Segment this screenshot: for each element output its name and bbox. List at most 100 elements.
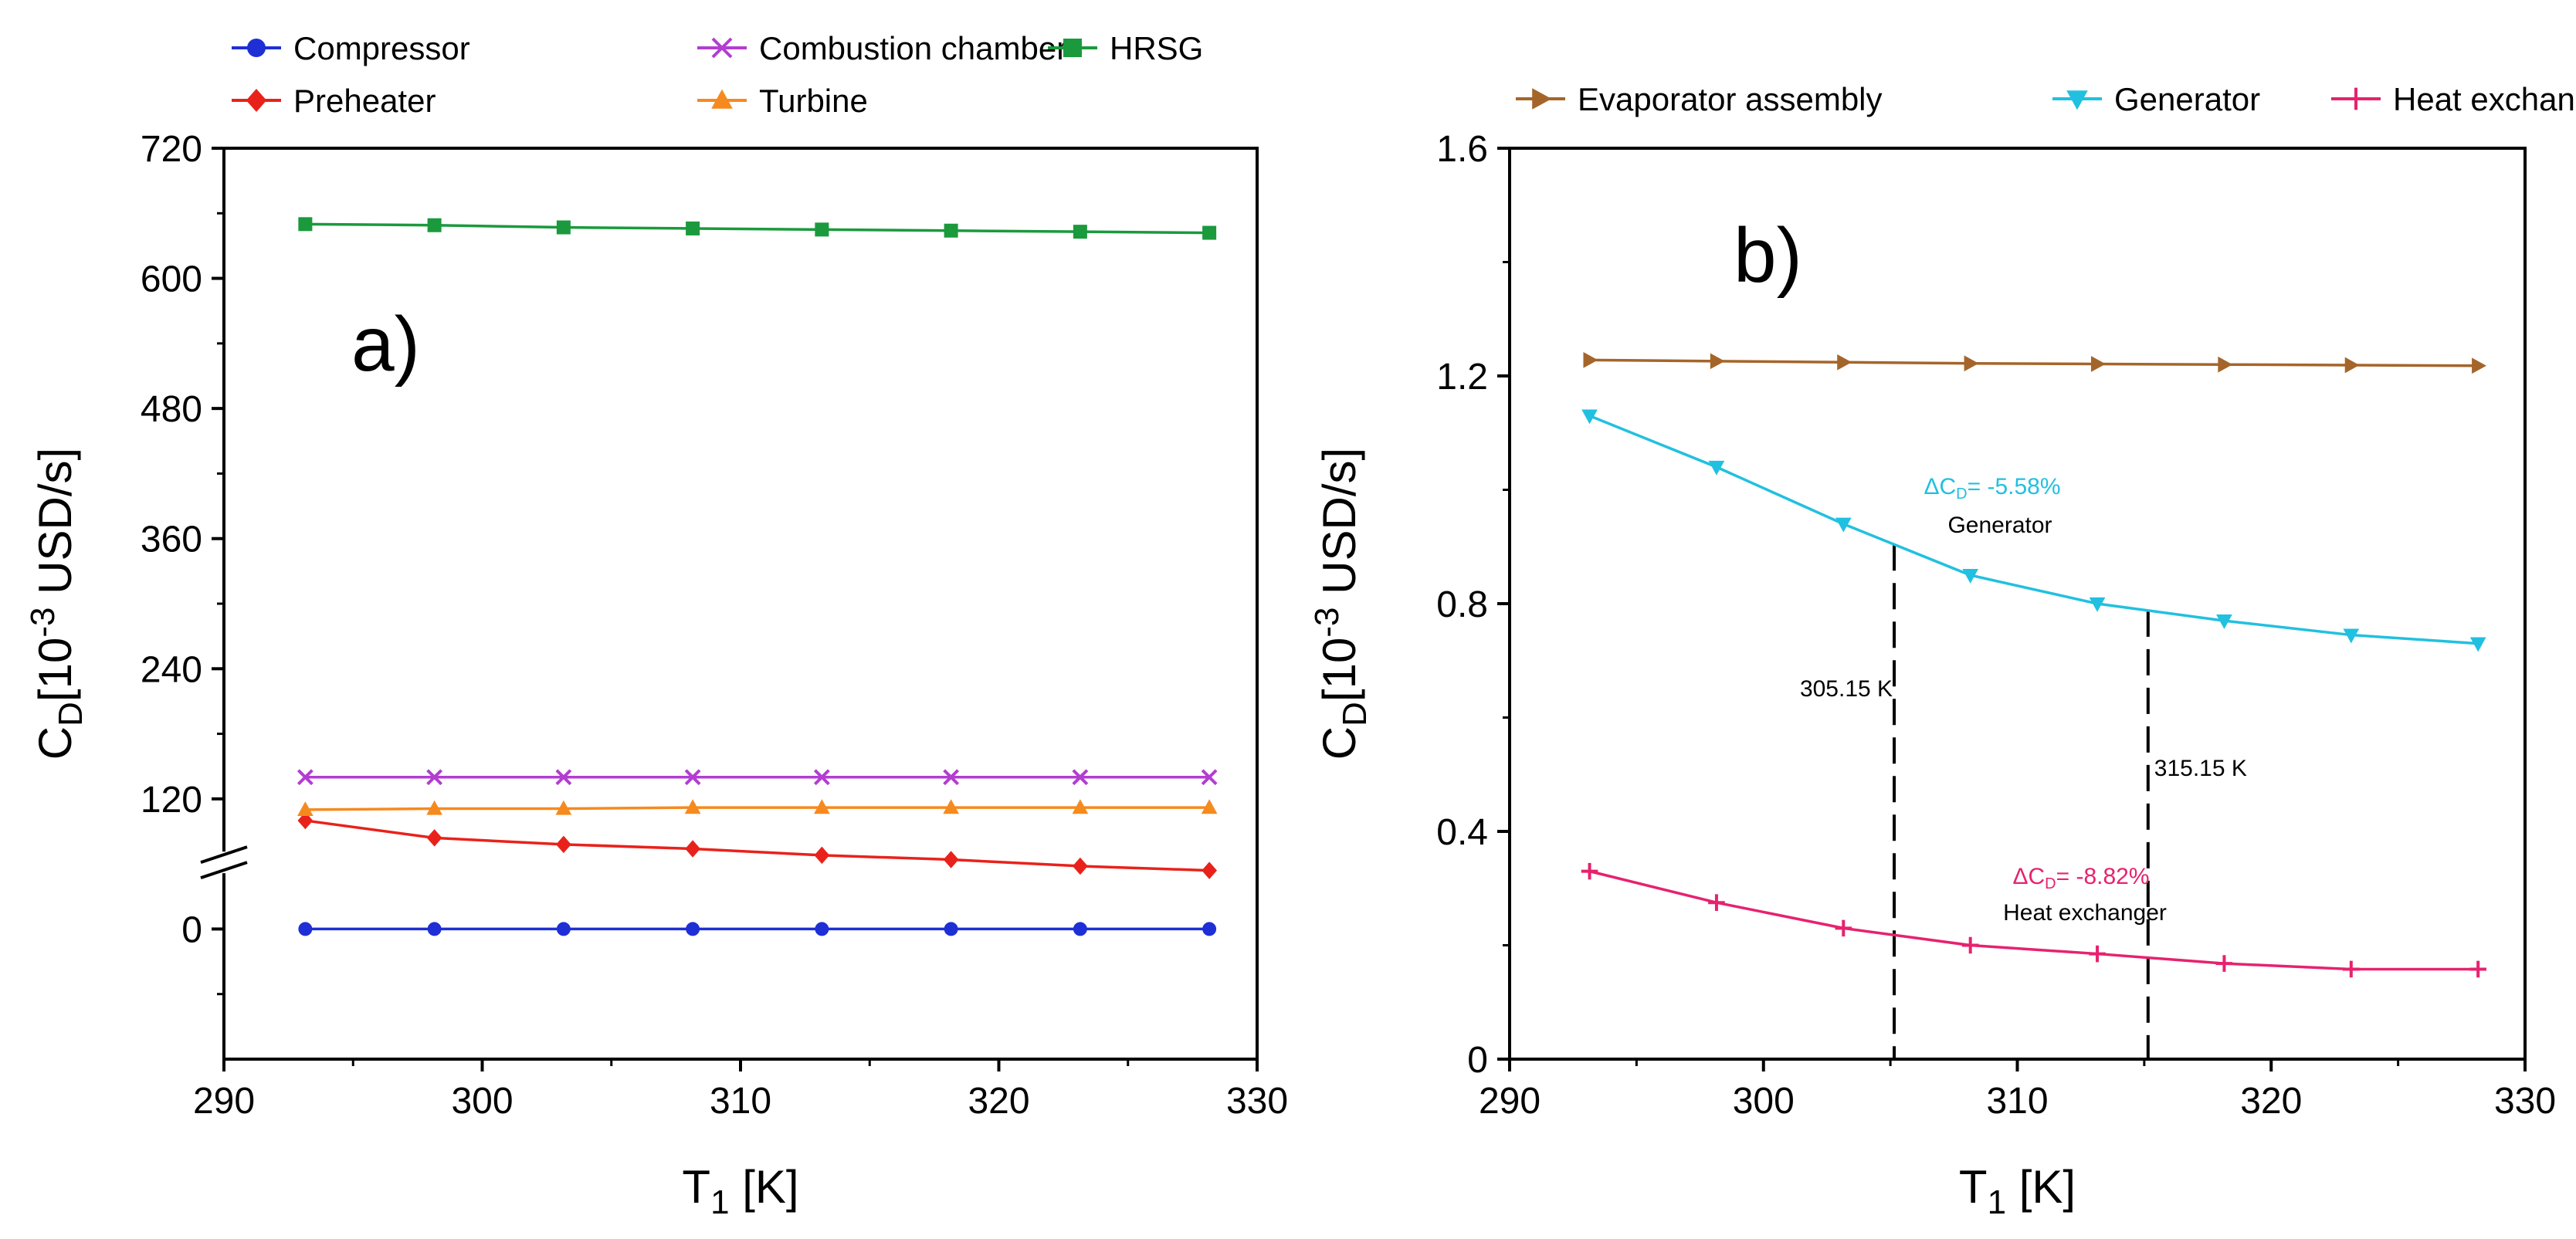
data-point-combustion-chamber: [1201, 769, 1218, 786]
chart-a-series: [297, 217, 1218, 936]
legend-item-evaporator-assembly: Evaporator assembly: [1516, 81, 1883, 117]
y-tick-label: 120: [141, 780, 202, 821]
series-combustion-chamber: [297, 769, 1218, 786]
legend-label: Compressor: [293, 30, 470, 66]
data-point-heat-exchanger: [1581, 862, 1598, 880]
data-point-preheater: [1202, 862, 1218, 879]
data-point-evaporator-assembly: [2472, 357, 2486, 374]
data-point-turbine: [297, 801, 314, 817]
legend-item-combustion-chamber: Combustion chamber: [697, 30, 1067, 66]
data-point-compressor: [1073, 922, 1087, 936]
legend-marker-generator: [2066, 90, 2088, 110]
legend-item-hrsg: HRSG: [1048, 30, 1203, 66]
legend-item-preheater: Preheater: [232, 83, 436, 119]
legend-label: Heat exchanger: [2393, 81, 2576, 117]
data-point-evaporator-assembly: [2344, 357, 2360, 374]
y-tick-label: 1.2: [1436, 357, 1488, 398]
data-point-hrsg: [556, 220, 571, 235]
y-tick-label: 0.4: [1436, 812, 1488, 853]
data-point-compressor: [427, 922, 442, 936]
data-point-generator: [1835, 517, 1852, 533]
chart-b-x-axis-title: T1 [K]: [1959, 1161, 2076, 1221]
chart-b-annotation-heat-exchanger-name: Heat exchanger: [2003, 900, 2167, 926]
data-point-evaporator-assembly: [1964, 355, 1979, 372]
data-point-heat-exchanger: [1835, 919, 1852, 937]
y-tick-label: 600: [141, 259, 202, 300]
data-point-preheater: [1072, 857, 1088, 875]
chart-a-panel-letter: a): [351, 301, 420, 388]
chart-b: Evaporator assembly Generator Heat exchang…: [1308, 81, 2576, 1221]
chart-b-ticks: 290 300 310 320 330 0 0.4 0.8 1.2 1.6: [1436, 129, 2556, 1122]
data-point-combustion-chamber: [684, 769, 701, 786]
data-point-hrsg: [427, 218, 442, 232]
y-tick-label: 1.6: [1436, 129, 1488, 170]
data-point-generator: [2343, 628, 2360, 644]
x-tick-label: 300: [1733, 1081, 1795, 1122]
y-tick-label: 0: [181, 909, 202, 950]
data-point-generator: [2089, 597, 2106, 612]
chart-b-vline-label-305: 305.15 K: [1800, 676, 1893, 702]
chart-b-annotation-generator-name: Generator: [1947, 513, 2052, 538]
data-point-combustion-chamber: [297, 769, 314, 786]
data-point-combustion-chamber: [943, 769, 960, 786]
data-point-preheater: [297, 811, 314, 830]
data-point-combustion-chamber: [555, 769, 572, 786]
chart-b-y-axis-title: CD[10-3 USD/s]: [1308, 448, 1374, 760]
data-point-turbine: [684, 799, 701, 814]
data-point-generator: [2469, 637, 2486, 652]
data-point-hrsg: [944, 223, 958, 238]
y-tick-label: 720: [141, 129, 202, 170]
legend-marker-turbine: [711, 89, 733, 109]
x-tick-label: 320: [968, 1081, 1029, 1122]
chart-b-annotation-heat-exchanger-delta: ΔCD= -8.82%: [2012, 864, 2149, 892]
legend-label: Turbine: [759, 83, 868, 119]
chart-b-vline-label-315: 315.15 K: [2154, 756, 2247, 781]
legend-label: Combustion chamber: [759, 30, 1067, 66]
series-heat-exchanger: [1581, 862, 2486, 978]
series-line-hrsg: [305, 222, 1210, 235]
series-line-generator: [1588, 415, 2479, 645]
data-point-generator: [1962, 569, 1979, 584]
data-point-heat-exchanger: [2469, 960, 2486, 978]
data-point-evaporator-assembly: [1710, 353, 1725, 370]
data-point-generator: [1581, 409, 1598, 425]
series-generator: [1581, 409, 2486, 652]
legend-marker-hrsg: [1063, 39, 1082, 57]
legend-marker-heat-exchanger: [2344, 87, 2368, 110]
legend-marker-evaporator-assembly: [1532, 88, 1552, 110]
data-point-turbine: [1201, 799, 1218, 814]
data-point-compressor: [686, 922, 700, 936]
chart-a-ticks: 290 300 310 320 330 0 120 240 360 480 600 720: [141, 129, 1288, 1122]
data-point-combustion-chamber: [813, 769, 830, 786]
x-tick-label: 320: [2240, 1081, 2302, 1122]
x-tick-label: 310: [1986, 1081, 2048, 1122]
data-point-evaporator-assembly: [1837, 354, 1852, 371]
data-point-preheater: [814, 846, 830, 865]
series-turbine: [297, 799, 1218, 817]
y-tick-label: 360: [141, 520, 202, 560]
chart-a-legend: Compressor Combustion chamber HRSG Preheate…: [232, 30, 1203, 119]
chart-a-axis-break: [200, 845, 248, 880]
data-point-compressor: [556, 922, 571, 936]
data-point-turbine: [1072, 799, 1089, 814]
series-preheater: [297, 811, 1218, 879]
legend-label: Evaporator assembly: [1578, 81, 1883, 117]
series-line-evaporator-assembly: [1589, 358, 2479, 367]
data-point-evaporator-assembly: [2090, 356, 2106, 372]
axis-break-slash: [200, 861, 248, 880]
data-point-turbine: [943, 799, 959, 814]
legend-label: HRSG: [1110, 30, 1203, 66]
data-point-heat-exchanger: [1961, 936, 1979, 954]
series-compressor: [298, 922, 1217, 936]
data-point-hrsg: [1202, 225, 1217, 240]
data-point-generator: [1708, 460, 1725, 476]
data-point-combustion-chamber: [426, 769, 443, 786]
data-point-heat-exchanger: [2343, 960, 2360, 978]
data-point-hrsg: [686, 221, 700, 235]
legend-label: Generator: [2114, 81, 2260, 117]
data-point-preheater: [943, 851, 959, 868]
series-line-heat-exchanger: [1589, 869, 2479, 971]
data-point-combustion-chamber: [1072, 769, 1089, 786]
data-point-evaporator-assembly: [2218, 356, 2233, 373]
